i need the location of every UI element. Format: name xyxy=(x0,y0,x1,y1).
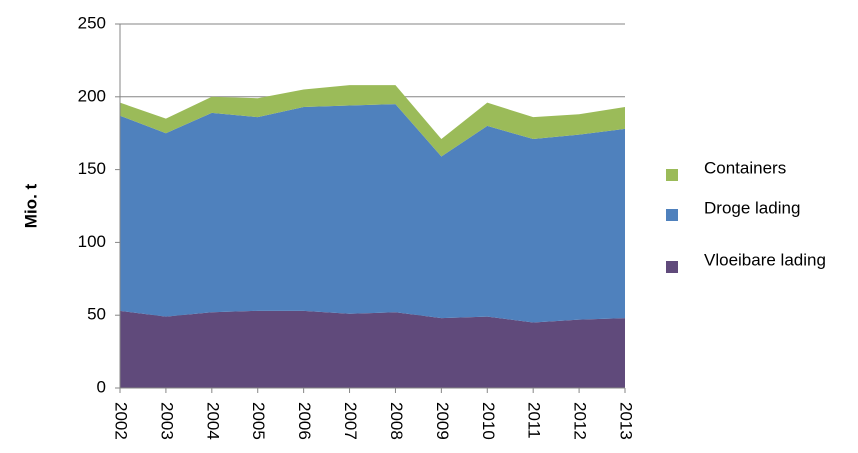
x-tick-label: 2003 xyxy=(157,402,176,440)
x-tick-label: 2006 xyxy=(295,402,314,440)
y-tick-label: 150 xyxy=(78,159,106,178)
x-tick-label: 2005 xyxy=(249,402,268,440)
area xyxy=(120,85,625,157)
x-tick-label: 2004 xyxy=(203,402,222,440)
legend-swatch xyxy=(666,209,678,221)
y-tick-label: 0 xyxy=(97,377,106,396)
x-tick-label: 2002 xyxy=(112,402,131,440)
y-tick-label: 100 xyxy=(78,232,106,251)
y-axis-label: Mio. t xyxy=(21,183,40,228)
x-tick-label: 2007 xyxy=(341,402,360,440)
legend-swatch xyxy=(666,169,678,181)
x-tick-label: 2008 xyxy=(387,402,406,440)
x-tick-label: 2013 xyxy=(617,402,636,440)
area xyxy=(120,104,625,323)
legend-label: Vloeibare lading xyxy=(704,250,826,269)
legend-label: Containers xyxy=(704,158,786,177)
x-tick-label: 2010 xyxy=(479,402,498,440)
x-tick-label: 2009 xyxy=(433,402,452,440)
y-tick-label: 200 xyxy=(78,86,106,105)
x-tick-label: 2012 xyxy=(571,402,590,440)
y-tick-label: 50 xyxy=(87,305,106,324)
x-tick-label: 2011 xyxy=(525,402,544,439)
area xyxy=(120,310,625,388)
legend-swatch xyxy=(666,261,678,273)
legend-label: Droge lading xyxy=(704,198,800,217)
y-tick-label: 250 xyxy=(78,13,106,32)
